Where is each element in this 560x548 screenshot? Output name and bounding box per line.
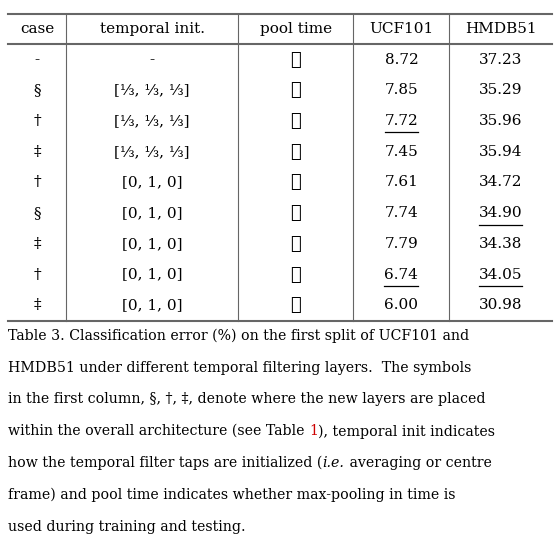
Text: ‡: ‡ [34, 298, 41, 312]
Text: [0, 1, 0]: [0, 1, 0] [122, 237, 183, 251]
Text: ✗: ✗ [291, 82, 301, 99]
Text: †: † [34, 114, 41, 128]
Text: ), temporal init indicates: ), temporal init indicates [318, 424, 495, 438]
Text: [⅓, ⅓, ⅓]: [⅓, ⅓, ⅓] [114, 83, 190, 98]
Text: ✓: ✓ [291, 266, 301, 283]
Text: temporal init.: temporal init. [100, 22, 205, 36]
Text: ‡: ‡ [34, 237, 41, 251]
Text: 8.72: 8.72 [385, 53, 418, 67]
Text: 6.00: 6.00 [384, 298, 418, 312]
Text: i.e.: i.e. [323, 456, 344, 470]
Text: 34.90: 34.90 [479, 206, 522, 220]
Text: frame) and pool time indicates whether max-pooling in time is: frame) and pool time indicates whether m… [8, 488, 456, 502]
Text: 1: 1 [309, 424, 318, 438]
Text: HMDB51 under different temporal filtering layers.  The symbols: HMDB51 under different temporal filterin… [8, 361, 472, 375]
Text: 34.05: 34.05 [479, 267, 522, 282]
Text: -: - [35, 53, 40, 67]
Text: how the temporal filter taps are initialized (: how the temporal filter taps are initial… [8, 456, 323, 470]
Text: ✗: ✗ [291, 143, 301, 161]
Text: 7.61: 7.61 [385, 175, 418, 190]
Text: pool time: pool time [260, 22, 332, 36]
Text: §: § [34, 206, 41, 220]
Text: 30.98: 30.98 [479, 298, 522, 312]
Text: averaging or centre: averaging or centre [344, 456, 492, 470]
Text: ✗: ✗ [291, 174, 301, 191]
Text: [⅓, ⅓, ⅓]: [⅓, ⅓, ⅓] [114, 114, 190, 128]
Text: 35.29: 35.29 [479, 83, 522, 98]
Text: 34.38: 34.38 [479, 237, 522, 251]
Text: Table 3. Classification error (%) on the first split of UCF101 and: Table 3. Classification error (%) on the… [8, 329, 469, 343]
Text: ✗: ✗ [291, 112, 301, 130]
Text: 7.79: 7.79 [385, 237, 418, 251]
Text: [0, 1, 0]: [0, 1, 0] [122, 175, 183, 190]
Text: ✗: ✗ [291, 51, 301, 68]
Text: used during training and testing.: used during training and testing. [8, 520, 246, 534]
Text: ‡: ‡ [34, 145, 41, 159]
Text: 35.94: 35.94 [479, 145, 522, 159]
Text: in the first column, §, †, ‡, denote where the new layers are placed: in the first column, §, †, ‡, denote whe… [8, 392, 486, 407]
Text: 7.74: 7.74 [385, 206, 418, 220]
Text: 7.85: 7.85 [385, 83, 418, 98]
Text: †: † [34, 175, 41, 190]
Text: within the overall architecture (see Table: within the overall architecture (see Tab… [8, 424, 309, 438]
Text: ✓: ✓ [291, 296, 301, 314]
Text: [0, 1, 0]: [0, 1, 0] [122, 267, 183, 282]
Text: [0, 1, 0]: [0, 1, 0] [122, 298, 183, 312]
Text: §: § [34, 83, 41, 98]
Text: [0, 1, 0]: [0, 1, 0] [122, 206, 183, 220]
Text: 35.96: 35.96 [479, 114, 522, 128]
Text: -: - [150, 53, 155, 67]
Text: 6.74: 6.74 [385, 267, 418, 282]
Text: UCF101: UCF101 [369, 22, 433, 36]
Text: 7.45: 7.45 [385, 145, 418, 159]
Text: [⅓, ⅓, ⅓]: [⅓, ⅓, ⅓] [114, 145, 190, 159]
Text: 7.72: 7.72 [385, 114, 418, 128]
Text: HMDB51: HMDB51 [465, 22, 536, 36]
Text: case: case [20, 22, 54, 36]
Text: ✗: ✗ [291, 204, 301, 222]
Text: ✗: ✗ [291, 235, 301, 253]
Text: 34.72: 34.72 [479, 175, 522, 190]
Text: †: † [34, 267, 41, 282]
Text: 37.23: 37.23 [479, 53, 522, 67]
